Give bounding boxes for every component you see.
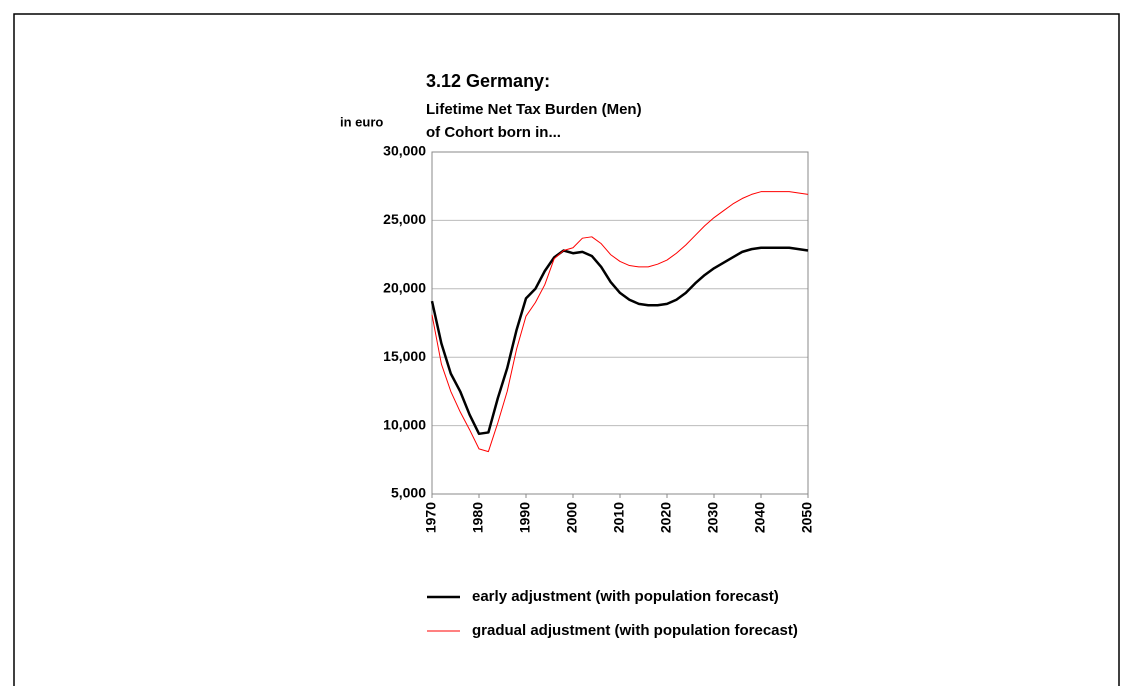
x-tick-label: 2040 xyxy=(752,502,768,533)
legend-label: gradual adjustment (with population fore… xyxy=(472,622,798,639)
y-tick-label: 30,000 xyxy=(383,143,426,159)
frame xyxy=(13,13,1120,686)
x-tick-label: 2030 xyxy=(705,502,721,533)
x-tick-label: 2050 xyxy=(799,502,815,533)
legend-label: early adjustment (with population foreca… xyxy=(472,588,779,605)
x-tick-label: 2000 xyxy=(564,502,580,533)
y-tick-label: 15,000 xyxy=(383,348,426,364)
y-tick-label: 10,000 xyxy=(383,416,426,432)
chart-title: 3.12 Germany: xyxy=(426,71,550,91)
x-tick-label: 2010 xyxy=(611,502,627,533)
chart-subtitle: of Cohort born in... xyxy=(426,124,561,141)
y-axis-label: in euro xyxy=(340,114,383,129)
chart-subtitle: Lifetime Net Tax Burden (Men) xyxy=(426,101,642,118)
x-tick-label: 1980 xyxy=(470,502,486,533)
y-tick-label: 20,000 xyxy=(383,280,426,296)
x-tick-label: 1990 xyxy=(517,502,533,533)
series-line xyxy=(430,246,809,436)
y-tick-label: 25,000 xyxy=(383,211,426,227)
y-tick-label: 5,000 xyxy=(391,485,426,501)
x-tick-label: 1970 xyxy=(423,502,439,533)
x-tick-label: 2020 xyxy=(658,502,674,533)
plot-frame xyxy=(431,151,809,495)
series-line xyxy=(431,191,809,453)
